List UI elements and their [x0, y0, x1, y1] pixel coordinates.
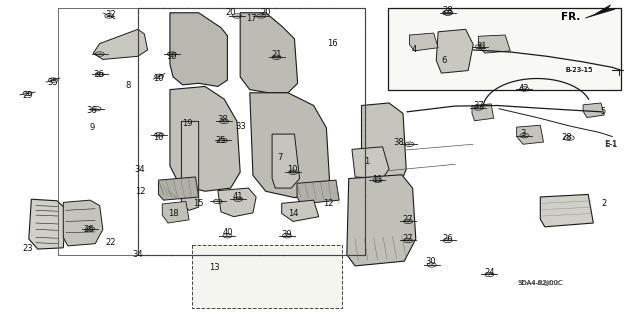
Polygon shape — [362, 103, 406, 195]
Text: 19: 19 — [182, 119, 193, 128]
Text: 20: 20 — [260, 8, 271, 17]
Text: 10: 10 — [166, 52, 177, 61]
Text: 36: 36 — [86, 106, 97, 115]
Polygon shape — [297, 180, 339, 204]
Text: 11: 11 — [372, 175, 383, 184]
Text: 27: 27 — [403, 215, 413, 224]
Bar — [138, 8, 365, 255]
Text: 10: 10 — [153, 133, 164, 142]
Text: 41: 41 — [233, 191, 243, 201]
Text: 34: 34 — [134, 165, 145, 174]
Polygon shape — [516, 125, 543, 144]
Polygon shape — [159, 177, 198, 200]
Text: 8: 8 — [125, 81, 131, 90]
Text: 10: 10 — [287, 165, 298, 174]
Polygon shape — [410, 33, 438, 51]
Bar — [192, 245, 342, 308]
Text: SDA4-B2J00C: SDA4-B2J00C — [520, 281, 561, 286]
Text: 33: 33 — [235, 122, 246, 131]
Text: 17: 17 — [246, 14, 257, 23]
Text: 21: 21 — [271, 49, 282, 59]
Polygon shape — [170, 13, 227, 86]
Text: 23: 23 — [22, 244, 33, 253]
Text: 16: 16 — [328, 39, 338, 48]
Text: E-1: E-1 — [605, 141, 616, 147]
Text: 3: 3 — [520, 129, 526, 138]
Text: B-23-15: B-23-15 — [565, 67, 593, 73]
Text: 34: 34 — [132, 250, 143, 259]
Text: 29: 29 — [22, 92, 33, 100]
Polygon shape — [272, 134, 300, 188]
Text: 32: 32 — [105, 10, 116, 19]
Text: 18: 18 — [168, 209, 179, 218]
Polygon shape — [170, 86, 240, 191]
Text: 26: 26 — [83, 225, 94, 234]
Polygon shape — [93, 29, 148, 59]
Polygon shape — [181, 122, 198, 210]
Text: 22: 22 — [106, 238, 116, 247]
Text: 37: 37 — [473, 101, 484, 110]
Polygon shape — [218, 188, 256, 217]
Polygon shape — [352, 147, 389, 179]
Text: 42: 42 — [519, 85, 530, 93]
Text: 31: 31 — [476, 42, 487, 51]
Polygon shape — [585, 5, 615, 18]
Polygon shape — [282, 200, 319, 221]
Text: 25: 25 — [216, 136, 227, 145]
Text: 10: 10 — [153, 74, 164, 83]
Text: E-1: E-1 — [604, 140, 618, 149]
Text: 24: 24 — [484, 268, 495, 277]
Text: 5: 5 — [600, 107, 605, 116]
Polygon shape — [478, 35, 510, 53]
Bar — [388, 8, 621, 90]
Text: 20: 20 — [225, 8, 236, 17]
Text: 2: 2 — [602, 199, 607, 208]
Text: 26: 26 — [442, 234, 453, 243]
Text: 6: 6 — [442, 56, 447, 65]
Polygon shape — [250, 93, 330, 197]
Polygon shape — [63, 200, 103, 246]
Text: 38: 38 — [393, 138, 404, 147]
Text: 35: 35 — [48, 78, 58, 87]
Polygon shape — [540, 195, 593, 227]
Text: 15: 15 — [193, 199, 204, 208]
Text: 28: 28 — [562, 133, 572, 142]
Text: 39: 39 — [282, 230, 292, 239]
Polygon shape — [240, 13, 298, 93]
Text: 30: 30 — [425, 257, 436, 266]
Text: 27: 27 — [403, 234, 413, 243]
Text: 12: 12 — [134, 187, 145, 196]
Polygon shape — [163, 201, 189, 223]
Polygon shape — [347, 175, 416, 266]
Text: B-23-15: B-23-15 — [565, 67, 593, 73]
Text: 38: 38 — [218, 115, 228, 124]
Polygon shape — [253, 251, 296, 281]
Text: SDA4-B2J00C: SDA4-B2J00C — [518, 280, 563, 286]
Text: 1: 1 — [364, 157, 369, 166]
Text: FR.: FR. — [561, 11, 580, 22]
Polygon shape — [472, 104, 493, 121]
Text: 13: 13 — [209, 263, 220, 272]
Text: 40: 40 — [222, 228, 233, 237]
Polygon shape — [583, 103, 604, 118]
Polygon shape — [436, 29, 473, 73]
Text: 7: 7 — [277, 153, 282, 162]
Text: 12: 12 — [323, 199, 333, 208]
Polygon shape — [29, 199, 66, 249]
Text: 4: 4 — [412, 45, 417, 55]
Text: 28: 28 — [442, 6, 453, 15]
Text: 14: 14 — [288, 209, 298, 218]
Text: 36: 36 — [93, 70, 104, 79]
Text: 9: 9 — [90, 123, 95, 132]
Polygon shape — [193, 252, 243, 285]
Bar — [138, 8, 365, 255]
